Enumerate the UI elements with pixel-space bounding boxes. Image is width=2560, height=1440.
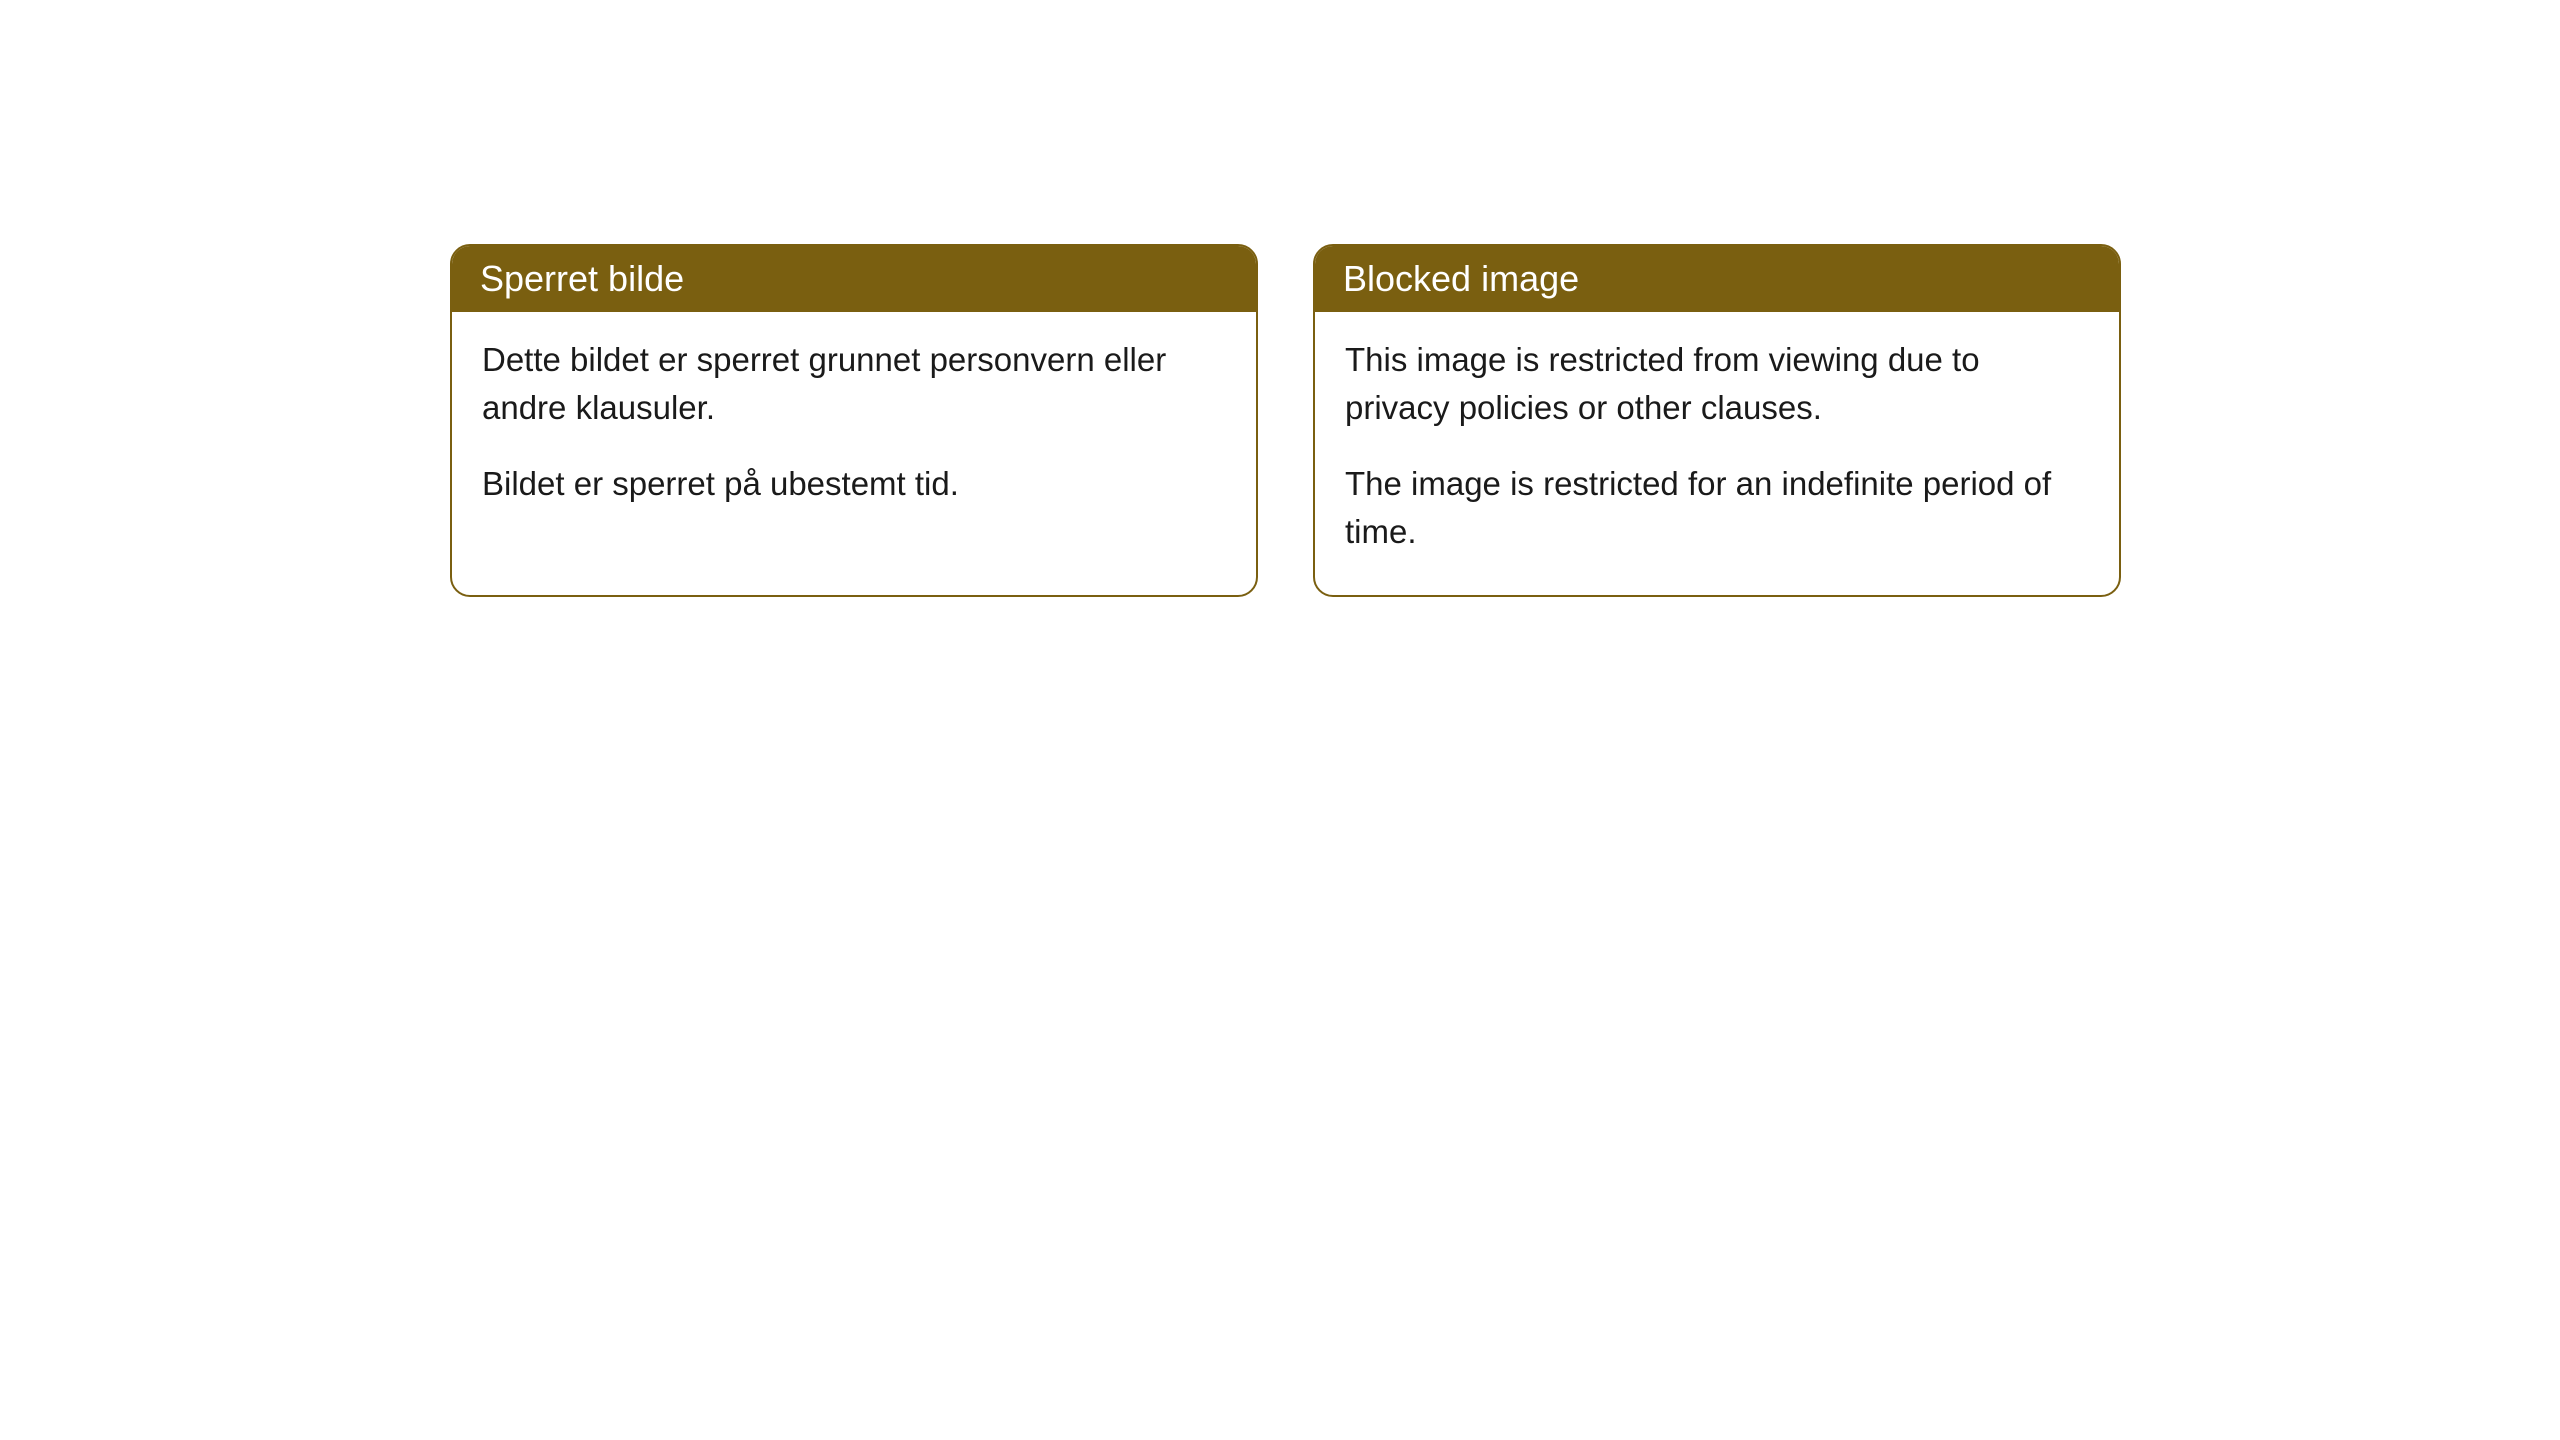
card-paragraph: This image is restricted from viewing du… xyxy=(1345,336,2089,432)
card-body: This image is restricted from viewing du… xyxy=(1315,312,2119,595)
card-paragraph: The image is restricted for an indefinit… xyxy=(1345,460,2089,556)
card-header: Sperret bilde xyxy=(452,246,1256,312)
card-header: Blocked image xyxy=(1315,246,2119,312)
card-title: Sperret bilde xyxy=(480,258,684,299)
card-body: Dette bildet er sperret grunnet personve… xyxy=(452,312,1256,548)
card-paragraph: Dette bildet er sperret grunnet personve… xyxy=(482,336,1226,432)
card-paragraph: Bildet er sperret på ubestemt tid. xyxy=(482,460,1226,508)
notice-cards-container: Sperret bilde Dette bildet er sperret gr… xyxy=(450,244,2121,597)
notice-card-norwegian: Sperret bilde Dette bildet er sperret gr… xyxy=(450,244,1258,597)
card-title: Blocked image xyxy=(1343,258,1579,299)
notice-card-english: Blocked image This image is restricted f… xyxy=(1313,244,2121,597)
